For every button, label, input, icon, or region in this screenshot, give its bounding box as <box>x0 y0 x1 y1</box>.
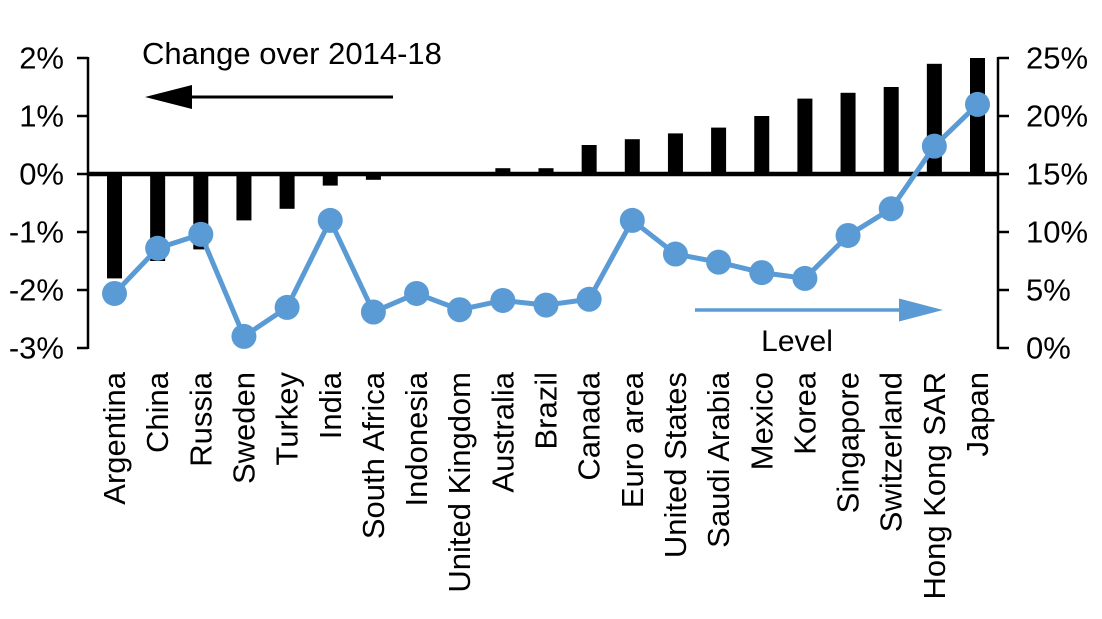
level-point <box>404 280 430 306</box>
left-axis-tick-label: 2% <box>19 41 64 76</box>
level-point <box>317 207 343 233</box>
x-category-label: Australia <box>485 371 520 492</box>
level-point <box>749 260 775 286</box>
left-axis-tick-label: -1% <box>9 215 64 250</box>
level-point <box>619 207 645 233</box>
x-category-label: Switzerland <box>874 372 909 532</box>
right-axis-tick-label: 0% <box>1026 331 1071 366</box>
change-bar <box>581 145 597 174</box>
level-point <box>360 299 386 325</box>
change-bar <box>883 87 899 174</box>
level-point <box>835 222 861 248</box>
change-bar <box>840 92 856 174</box>
x-category-label: China <box>140 371 175 453</box>
change-bar <box>495 168 511 174</box>
change-bar <box>667 133 683 174</box>
level-point <box>921 133 947 159</box>
level-point <box>706 249 732 275</box>
left-axis-tick-label: 0% <box>19 157 64 192</box>
chart-title: Change over 2014-18 <box>142 36 442 71</box>
level-annotation-label: Level <box>761 325 833 358</box>
x-category-label: United States <box>658 372 693 558</box>
level-point <box>576 286 602 312</box>
left-axis-tick-label: -3% <box>9 331 64 366</box>
x-category-label: India <box>313 371 348 439</box>
level-arrow-head <box>899 298 943 322</box>
x-category-label: Singapore <box>831 372 866 513</box>
level-point <box>231 323 257 349</box>
level-point <box>188 221 214 247</box>
level-point <box>274 294 300 320</box>
level-point <box>792 265 818 291</box>
change-bar <box>236 174 252 221</box>
change-bar <box>538 168 554 174</box>
x-category-label: Russia <box>183 371 218 467</box>
x-category-label: Brazil <box>529 372 564 450</box>
change-bar <box>322 174 338 186</box>
level-point <box>490 287 516 313</box>
level-point <box>878 196 904 222</box>
change-bar <box>107 174 122 279</box>
level-point <box>447 297 473 323</box>
right-axis-tick-label: 20% <box>1026 99 1088 134</box>
right-axis-tick-label: 25% <box>1026 41 1088 76</box>
change-bar <box>279 174 295 209</box>
x-category-label: Euro area <box>615 371 650 508</box>
right-axis-tick-label: 10% <box>1026 215 1088 250</box>
x-category-label: Mexico <box>744 372 779 470</box>
level-point <box>662 241 688 267</box>
level-point <box>145 235 171 261</box>
x-category-label: South Africa <box>356 371 391 539</box>
x-category-label: Hong Kong SAR <box>917 372 952 599</box>
x-category-label: Turkey <box>270 372 305 466</box>
left-axis-tick-label: 1% <box>19 99 64 134</box>
x-category-label: Korea <box>787 371 822 454</box>
left-axis-tick-label: -2% <box>9 273 64 308</box>
change-bar <box>624 139 640 174</box>
x-category-label: Canada <box>572 371 607 480</box>
x-category-label: United Kingdom <box>442 372 477 593</box>
change-bar <box>711 127 727 174</box>
level-point <box>102 280 127 306</box>
right-axis-tick-label: 5% <box>1026 273 1071 308</box>
x-category-label: Sweden <box>226 372 261 484</box>
change-arrow-head <box>145 85 192 109</box>
x-category-label: Japan <box>960 372 995 456</box>
x-category-label: Argentina <box>97 371 132 504</box>
level-point <box>965 91 990 117</box>
change-bar <box>365 174 381 180</box>
x-category-label: Saudi Arabia <box>701 371 736 548</box>
right-axis-tick-label: 15% <box>1026 157 1088 192</box>
level-point <box>533 292 559 318</box>
x-category-label: Indonesia <box>399 371 434 506</box>
change-bar <box>797 98 813 174</box>
change-bar <box>754 116 770 174</box>
